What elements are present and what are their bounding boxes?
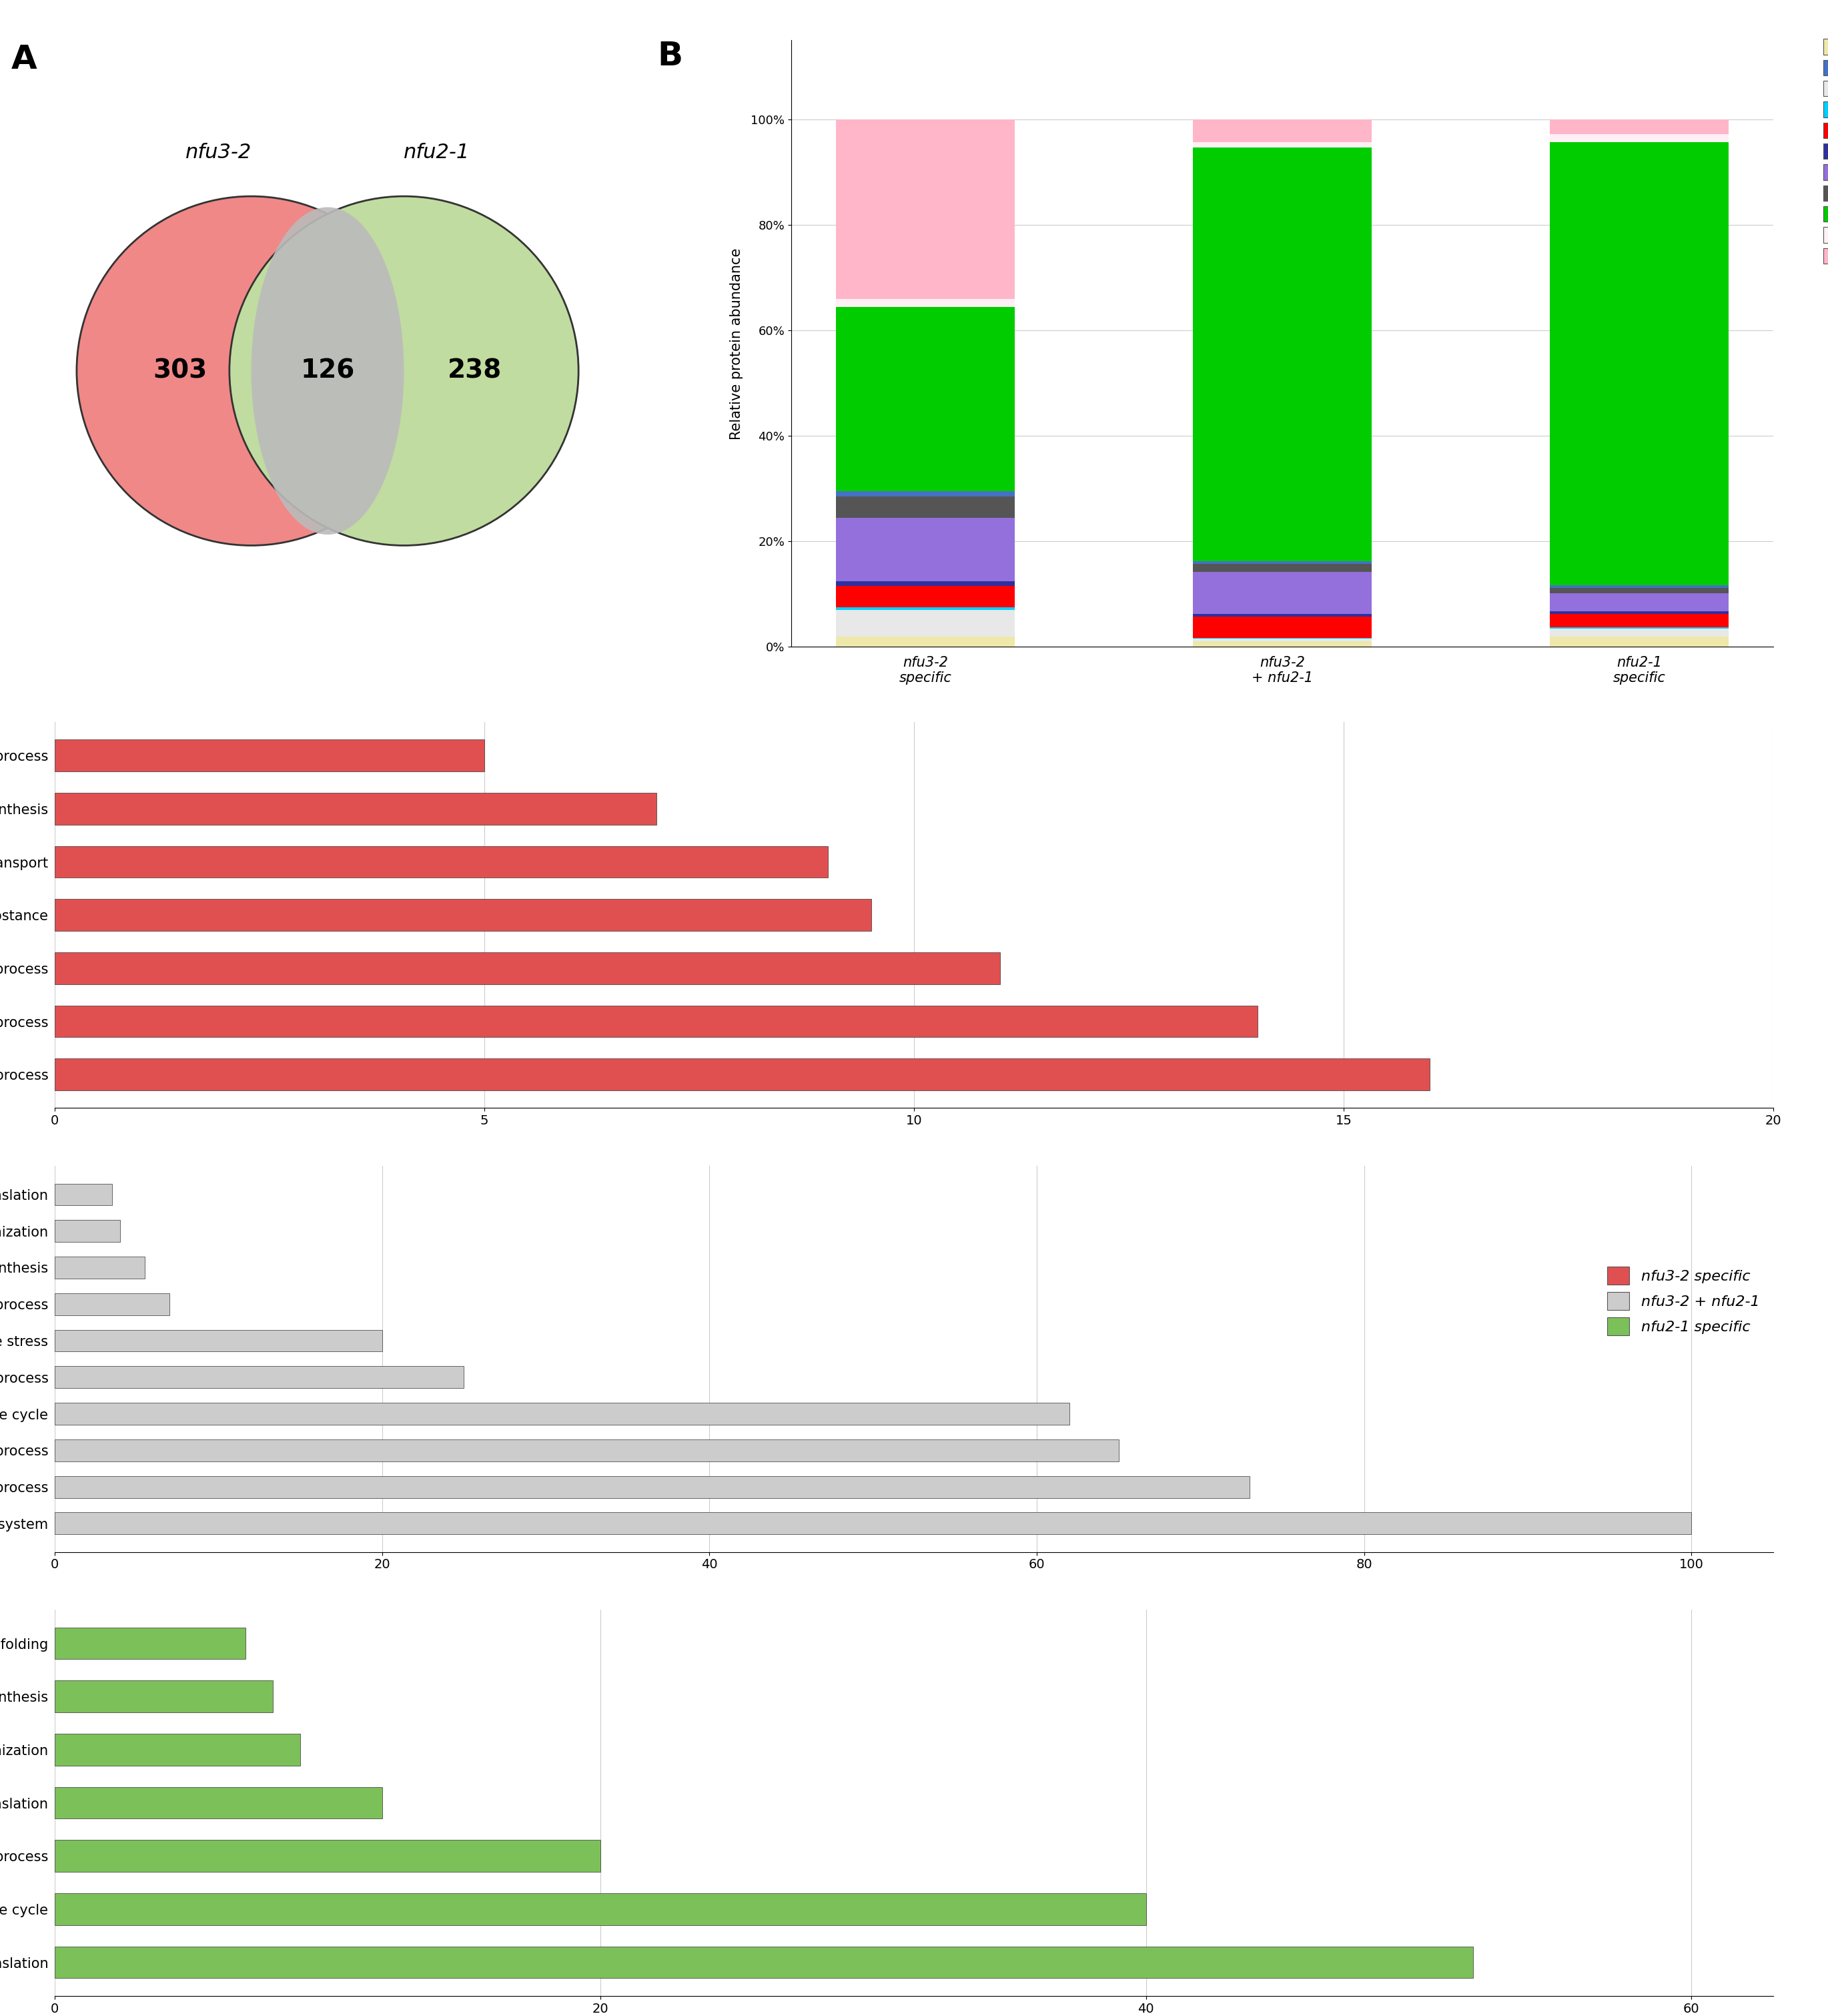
Bar xyxy=(55,899,872,931)
Bar xyxy=(1550,141,1729,585)
Bar xyxy=(55,1945,1473,1978)
Bar xyxy=(835,119,1015,298)
Bar xyxy=(1550,637,1729,647)
Bar xyxy=(1194,573,1371,615)
Text: nfu3-2: nfu3-2 xyxy=(185,143,252,163)
Bar xyxy=(55,1841,600,1873)
Bar xyxy=(55,1331,382,1351)
Bar xyxy=(835,492,1015,496)
Bar xyxy=(1194,617,1371,637)
Ellipse shape xyxy=(77,196,426,546)
Bar xyxy=(1550,615,1729,627)
Bar xyxy=(55,1512,1691,1534)
Bar xyxy=(55,1058,1429,1091)
Bar xyxy=(835,581,1015,587)
Bar xyxy=(55,1006,1258,1038)
Text: 238: 238 xyxy=(448,359,503,383)
Bar xyxy=(55,1220,121,1242)
Bar xyxy=(55,1681,272,1712)
Bar xyxy=(55,1403,1069,1425)
Bar xyxy=(835,607,1015,611)
Bar xyxy=(1550,611,1729,615)
Bar xyxy=(55,1367,464,1389)
Bar xyxy=(55,1256,144,1278)
Bar xyxy=(55,1183,112,1206)
Bar xyxy=(835,518,1015,581)
Bar xyxy=(55,1292,170,1314)
Bar xyxy=(1194,564,1371,573)
Bar xyxy=(55,952,1000,984)
Text: nfu2-1: nfu2-1 xyxy=(404,143,470,163)
Legend: cytosol, ER, extracellular, Golgi, mitochondrion, nucleus, peroxisome, Plasma me: cytosol, ER, extracellular, Golgi, mitoc… xyxy=(1819,34,1828,268)
Bar xyxy=(835,587,1015,607)
Y-axis label: Relative protein abundance: Relative protein abundance xyxy=(729,248,744,439)
Text: 126: 126 xyxy=(300,359,355,383)
Bar xyxy=(835,298,1015,306)
Bar xyxy=(55,740,484,772)
Bar xyxy=(1550,593,1729,611)
Bar xyxy=(1194,141,1371,147)
Text: 303: 303 xyxy=(154,359,207,383)
Bar xyxy=(55,1627,245,1659)
Bar xyxy=(55,847,828,877)
Bar xyxy=(835,611,1015,637)
Bar xyxy=(1550,589,1729,593)
Bar xyxy=(1550,135,1729,141)
Bar xyxy=(1194,615,1371,617)
Legend: nfu3-2 specific, nfu3-2 + nfu2-1, nfu2-1 specific: nfu3-2 specific, nfu3-2 + nfu2-1, nfu2-1… xyxy=(1601,1260,1766,1341)
Ellipse shape xyxy=(250,208,404,534)
Bar xyxy=(55,1734,300,1766)
Bar xyxy=(835,306,1015,492)
Bar xyxy=(55,1893,1146,1925)
Ellipse shape xyxy=(229,196,578,546)
Bar xyxy=(1194,119,1371,141)
Text: A: A xyxy=(11,44,37,75)
Bar xyxy=(835,637,1015,647)
Bar xyxy=(835,496,1015,518)
Text: B: B xyxy=(658,40,684,73)
Bar xyxy=(1550,119,1729,135)
Bar xyxy=(1550,585,1729,589)
Bar xyxy=(1194,560,1371,564)
Bar xyxy=(1194,641,1371,647)
Bar xyxy=(1194,639,1371,641)
Bar xyxy=(55,1439,1119,1462)
Bar xyxy=(55,1476,1250,1498)
Bar xyxy=(55,1786,382,1818)
Bar xyxy=(55,792,656,825)
Bar xyxy=(1194,147,1371,560)
Bar xyxy=(1550,629,1729,637)
